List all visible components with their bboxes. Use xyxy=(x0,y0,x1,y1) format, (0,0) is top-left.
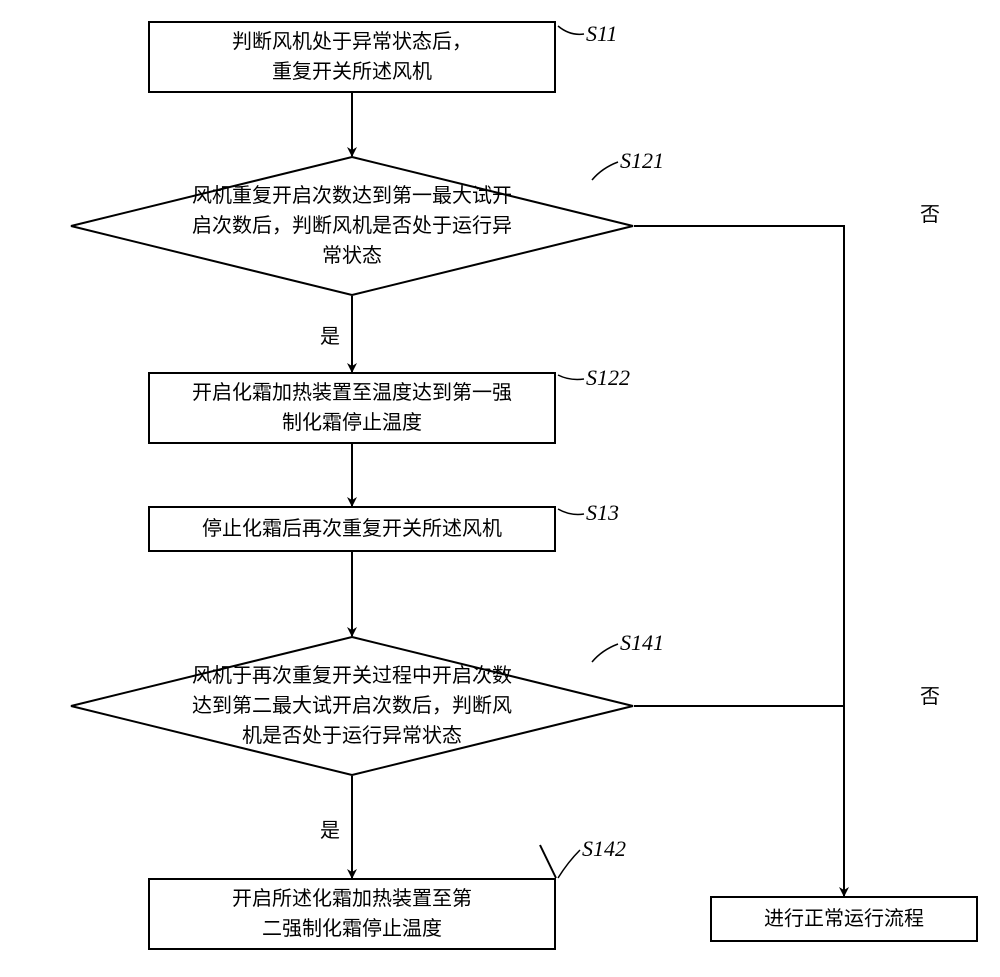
flow-decision-s121: 风机重复开启次数达到第一最大试开 启次数后，判断风机是否处于运行异 常状态 xyxy=(70,156,634,296)
node-label-s142: S142 xyxy=(582,836,626,862)
flow-node-s13: 停止化霜后再次重复开关所述风机 xyxy=(148,506,556,552)
node-label-s11: S11 xyxy=(586,21,617,47)
node-label-s141: S141 xyxy=(620,630,664,656)
flow-node-normal: 进行正常运行流程 xyxy=(710,896,978,942)
flow-node-s142: 开启所述化霜加热装置至第 二强制化霜停止温度 xyxy=(148,878,556,950)
edge-label-d1_no: 否 xyxy=(920,198,940,227)
edge-label-d2_no: 否 xyxy=(920,680,940,709)
node-label-s121: S121 xyxy=(620,148,664,174)
node-label-s13: S13 xyxy=(586,500,619,526)
edge-label-d1_yes: 是 xyxy=(320,320,340,349)
node-label-s122: S122 xyxy=(586,365,630,391)
flow-node-s11: 判断风机处于异常状态后， 重复开关所述风机 xyxy=(148,21,556,93)
flow-node-s122: 开启化霜加热装置至温度达到第一强 制化霜停止温度 xyxy=(148,372,556,444)
flow-decision-s141: 风机于再次重复开关过程中开启次数 达到第二最大试开启次数后，判断风 机是否处于运… xyxy=(70,636,634,776)
edge-label-d2_yes: 是 xyxy=(320,814,340,843)
